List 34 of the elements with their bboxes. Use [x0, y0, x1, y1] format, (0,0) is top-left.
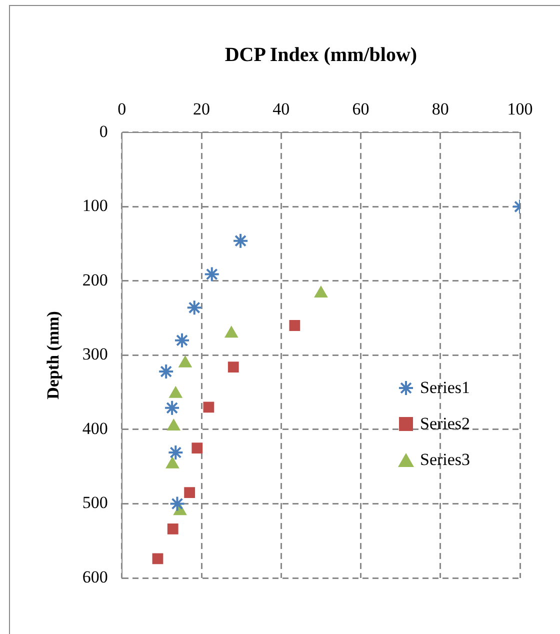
y-tick-label: 600 — [82, 567, 108, 586]
x-tick-label: 20 — [193, 100, 210, 119]
point — [167, 524, 178, 534]
point — [186, 300, 202, 316]
point — [289, 320, 300, 331]
y-tick-label: 0 — [99, 122, 108, 141]
y-tick-label: 500 — [82, 493, 108, 512]
point — [164, 400, 180, 416]
point — [203, 402, 214, 413]
legend-label: Series1 — [420, 377, 470, 399]
x-tick-label: 80 — [432, 100, 449, 119]
x-tick-label: 0 — [118, 100, 126, 119]
point — [158, 364, 174, 380]
y-tick-label: 400 — [82, 418, 108, 438]
point — [174, 332, 190, 348]
y-tick-label: 100 — [82, 196, 108, 216]
point — [314, 286, 328, 298]
point — [204, 266, 220, 282]
y-tick-label: 200 — [82, 270, 108, 290]
x-tick-label: 40 — [272, 100, 290, 119]
point — [192, 442, 203, 454]
x-tick-label: 60 — [352, 100, 370, 119]
legend-label: Series2 — [420, 413, 470, 435]
x-tick-label: 100 — [507, 100, 533, 119]
point — [232, 232, 249, 249]
point — [169, 496, 186, 512]
point — [168, 444, 184, 460]
point — [152, 553, 164, 564]
point — [228, 362, 239, 373]
y-tick-label: 300 — [82, 344, 108, 364]
point — [184, 487, 196, 498]
y-axis-title: Depth (mm) — [44, 311, 63, 400]
legend-label: Series3 — [420, 449, 470, 471]
x-axis-title: DCP Index (mm/blow) — [224, 44, 418, 66]
